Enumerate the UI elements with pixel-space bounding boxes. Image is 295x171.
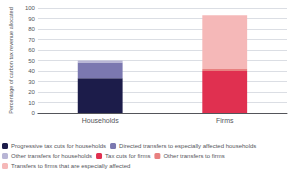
svg-text:Percentage of carbon tax reven: Percentage of carbon tax revenue allocat… [8,7,14,113]
svg-text:90: 90 [28,16,35,22]
svg-text:60: 60 [28,47,35,53]
svg-text:Households: Households [82,117,119,124]
svg-text:70: 70 [28,37,35,43]
svg-text:100: 100 [25,5,36,11]
svg-text:Other transfers to firms: Other transfers to firms [163,153,224,159]
svg-text:Transfers to firms that are es: Transfers to firms that are especially a… [11,163,130,169]
svg-text:Progressive tax cuts for house: Progressive tax cuts for households [11,143,106,149]
svg-text:0: 0 [32,110,36,116]
svg-text:Directed transfers to especial: Directed transfers to especially affecte… [119,143,256,149]
svg-text:50: 50 [28,58,35,64]
svg-text:Tax cuts for firms: Tax cuts for firms [105,153,150,159]
svg-text:40: 40 [28,68,35,74]
svg-text:10: 10 [28,100,35,106]
svg-text:Other transfers for households: Other transfers for households [11,153,92,159]
svg-text:20: 20 [28,89,35,95]
svg-text:Firms: Firms [216,117,234,124]
svg-text:80: 80 [28,26,35,32]
svg-text:30: 30 [28,79,35,85]
